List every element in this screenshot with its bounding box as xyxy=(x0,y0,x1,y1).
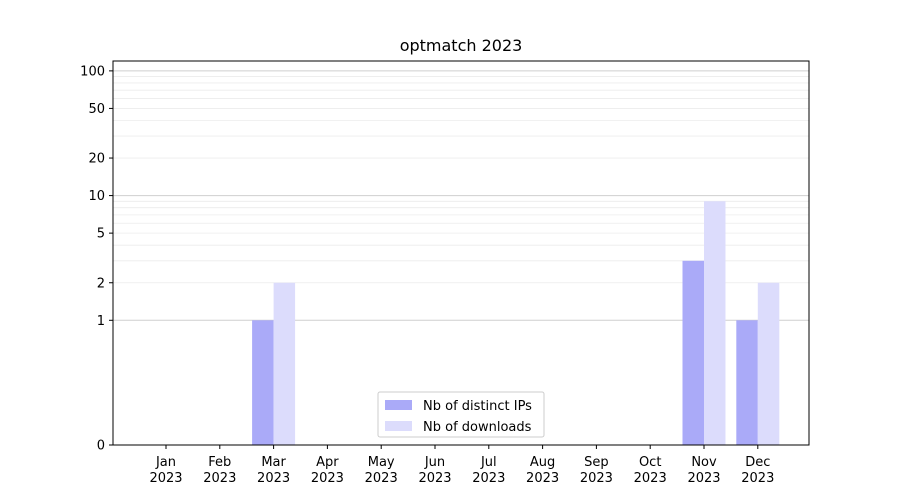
legend-label: Nb of downloads xyxy=(423,420,532,435)
grid-lines xyxy=(113,70,809,321)
x-tick-label-year: 2023 xyxy=(203,471,236,486)
axes: 0125102050100Jan2023Feb2023Mar2023Apr202… xyxy=(80,60,810,486)
x-tick-label-month: Mar xyxy=(261,455,286,470)
x-tick-label-month: Nov xyxy=(691,455,717,470)
bar xyxy=(704,201,726,445)
legend-swatch xyxy=(385,400,412,410)
bar xyxy=(252,320,274,445)
legend-box xyxy=(377,391,545,438)
y-tick-label: 100 xyxy=(80,64,105,79)
x-tick-label-month: Jan xyxy=(155,455,176,470)
legend-label: Nb of distinct IPs xyxy=(423,399,532,414)
x-tick-label-year: 2023 xyxy=(634,471,667,486)
x-tick-label-month: Sep xyxy=(584,455,609,470)
bar xyxy=(736,320,758,445)
x-tick-label-year: 2023 xyxy=(149,471,182,486)
x-tick-label-month: Apr xyxy=(316,455,339,470)
x-tick-label-year: 2023 xyxy=(580,471,613,486)
x-tick-label-month: Dec xyxy=(745,455,770,470)
y-tick-label: 50 xyxy=(88,102,105,117)
y-tick-label: 1 xyxy=(97,314,105,329)
x-tick-label-year: 2023 xyxy=(365,471,398,486)
y-tick-label: 2 xyxy=(97,276,105,291)
y-tick-label: 10 xyxy=(88,189,105,204)
legend: Nb of distinct IPs Nb of downloads xyxy=(377,391,545,438)
x-tick-label-year: 2023 xyxy=(311,471,344,486)
x-tick-label-month: May xyxy=(368,455,395,470)
y-tick-label: 20 xyxy=(88,152,105,167)
legend-swatch xyxy=(385,421,412,431)
x-tick-label-year: 2023 xyxy=(526,471,559,486)
x-tick-label-month: Oct xyxy=(639,455,661,470)
x-tick-label-month: Jul xyxy=(480,455,497,470)
x-tick-label-year: 2023 xyxy=(418,471,451,486)
x-tick-label-year: 2023 xyxy=(472,471,505,486)
x-tick-label-month: Jun xyxy=(424,455,445,470)
y-tick-label: 5 xyxy=(97,227,105,242)
x-tick-label-month: Aug xyxy=(530,455,555,470)
bar xyxy=(682,260,704,445)
bar xyxy=(757,282,780,445)
x-tick-label-year: 2023 xyxy=(257,471,290,486)
x-tick-label-year: 2023 xyxy=(741,471,774,486)
y-tick-label: 0 xyxy=(97,439,105,454)
x-tick-label-year: 2023 xyxy=(687,471,720,486)
chart-title: optmatch 2023 xyxy=(400,36,523,55)
bar xyxy=(273,282,296,445)
bars xyxy=(252,201,780,445)
x-tick-label-month: Feb xyxy=(208,455,231,470)
plot-frame xyxy=(112,60,810,446)
